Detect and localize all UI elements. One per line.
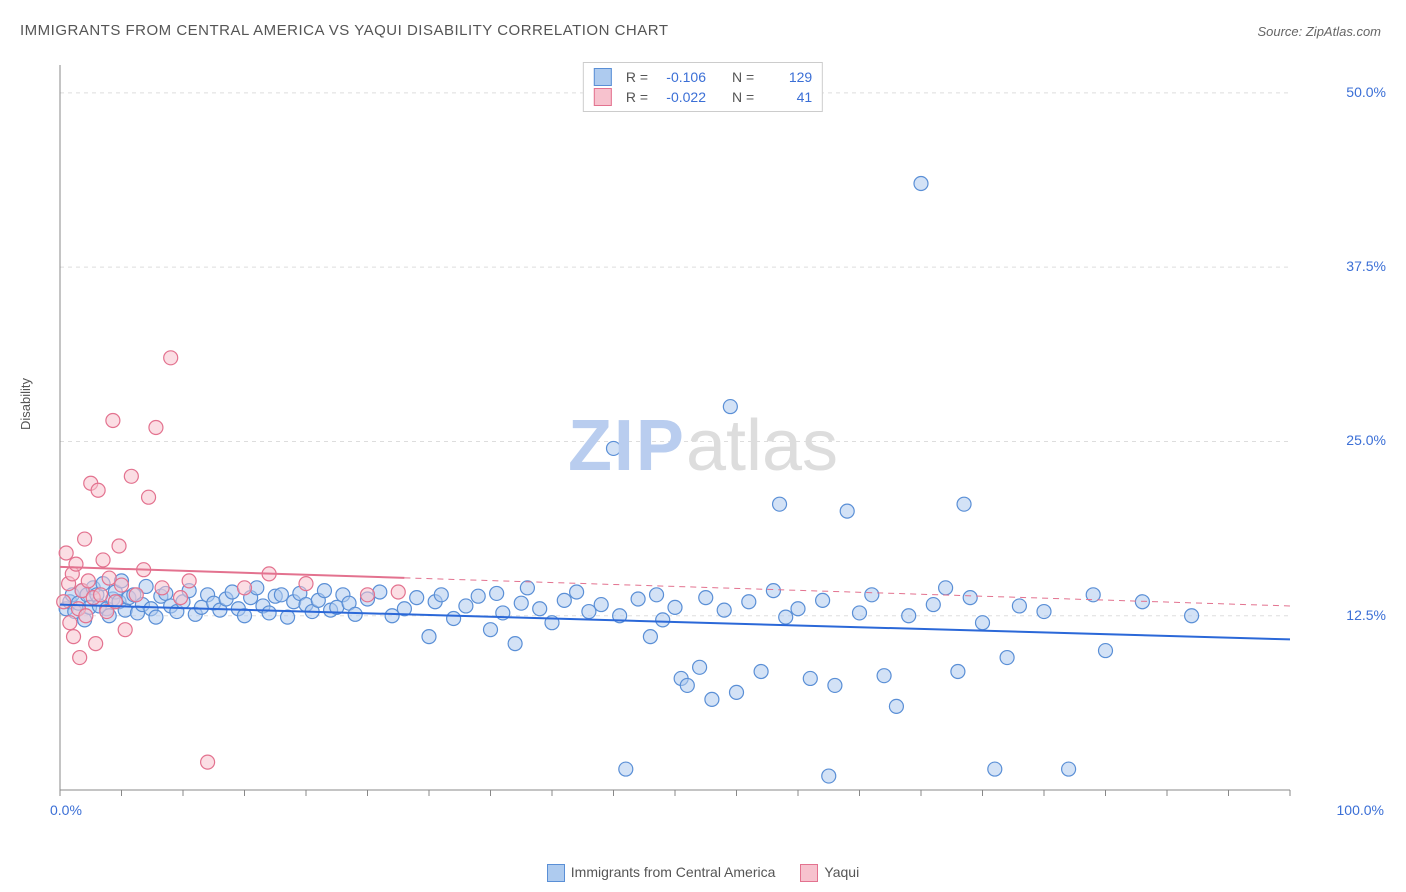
y-axis-label: Disability bbox=[18, 378, 33, 430]
x-min-label: 0.0% bbox=[50, 802, 82, 818]
y-tick-label: 37.5% bbox=[1306, 258, 1386, 274]
series-legend: Immigrants from Central America Yaqui bbox=[0, 864, 1406, 882]
legend-swatch bbox=[594, 88, 612, 106]
plot-svg bbox=[50, 60, 1300, 820]
y-tick-label: 12.5% bbox=[1306, 607, 1386, 623]
stats-legend-row: R =-0.022N =41 bbox=[594, 87, 812, 107]
x-max-label: 100.0% bbox=[1337, 802, 1384, 818]
y-tick-label: 25.0% bbox=[1306, 432, 1386, 448]
source-attribution: Source: ZipAtlas.com bbox=[1257, 24, 1381, 39]
series-legend-label: Yaqui bbox=[824, 864, 859, 880]
stats-legend-row: R =-0.106N =129 bbox=[594, 67, 812, 87]
stats-legend: R =-0.106N =129R =-0.022N =41 bbox=[583, 62, 823, 112]
chart-title: IMMIGRANTS FROM CENTRAL AMERICA VS YAQUI… bbox=[20, 22, 669, 39]
series-legend-item: Immigrants from Central America bbox=[547, 864, 776, 882]
legend-swatch bbox=[547, 864, 565, 882]
series-legend-item: Yaqui bbox=[800, 864, 859, 882]
y-tick-label: 50.0% bbox=[1306, 84, 1386, 100]
series-legend-label: Immigrants from Central America bbox=[571, 864, 776, 880]
legend-swatch bbox=[800, 864, 818, 882]
scatter-plot bbox=[50, 60, 1300, 820]
legend-swatch bbox=[594, 68, 612, 86]
